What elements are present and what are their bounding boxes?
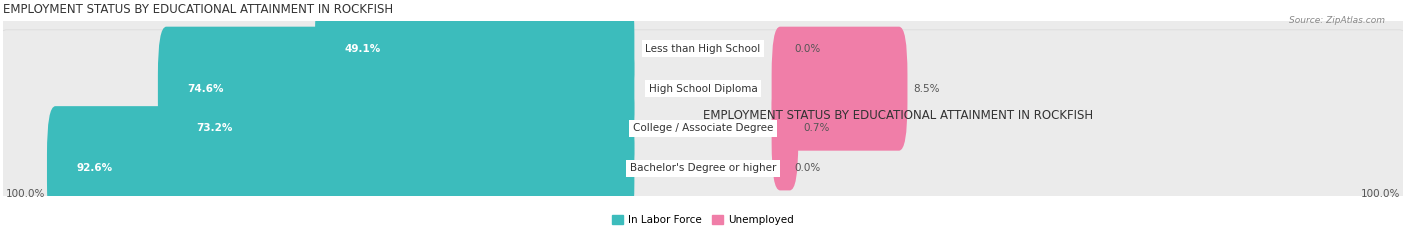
FancyBboxPatch shape [157,27,634,151]
Text: Bachelor's Degree or higher: Bachelor's Degree or higher [630,163,776,173]
FancyBboxPatch shape [315,0,634,111]
Text: Source: ZipAtlas.com: Source: ZipAtlas.com [1289,16,1385,25]
FancyBboxPatch shape [0,0,1406,227]
FancyBboxPatch shape [166,66,634,190]
Text: High School Diploma: High School Diploma [648,84,758,94]
FancyBboxPatch shape [772,66,799,190]
Text: 92.6%: 92.6% [76,163,112,173]
Text: 0.0%: 0.0% [794,163,820,173]
Text: College / Associate Degree: College / Associate Degree [633,123,773,134]
Text: Less than High School: Less than High School [645,44,761,54]
FancyBboxPatch shape [0,30,1406,233]
FancyBboxPatch shape [772,27,907,151]
Text: 100.0%: 100.0% [1361,189,1400,199]
Text: EMPLOYMENT STATUS BY EDUCATIONAL ATTAINMENT IN ROCKFISH: EMPLOYMENT STATUS BY EDUCATIONAL ATTAINM… [703,109,1092,122]
Text: 73.2%: 73.2% [195,123,232,134]
Legend: In Labor Force, Unemployed: In Labor Force, Unemployed [609,211,797,229]
Text: 74.6%: 74.6% [187,84,224,94]
Text: 100.0%: 100.0% [6,189,45,199]
Text: EMPLOYMENT STATUS BY EDUCATIONAL ATTAINMENT IN ROCKFISH: EMPLOYMENT STATUS BY EDUCATIONAL ATTAINM… [3,3,392,16]
Text: 49.1%: 49.1% [344,44,381,54]
Text: 0.0%: 0.0% [794,44,820,54]
FancyBboxPatch shape [46,106,634,230]
FancyBboxPatch shape [0,0,1406,187]
Text: 8.5%: 8.5% [912,84,939,94]
Text: 0.7%: 0.7% [804,123,830,134]
